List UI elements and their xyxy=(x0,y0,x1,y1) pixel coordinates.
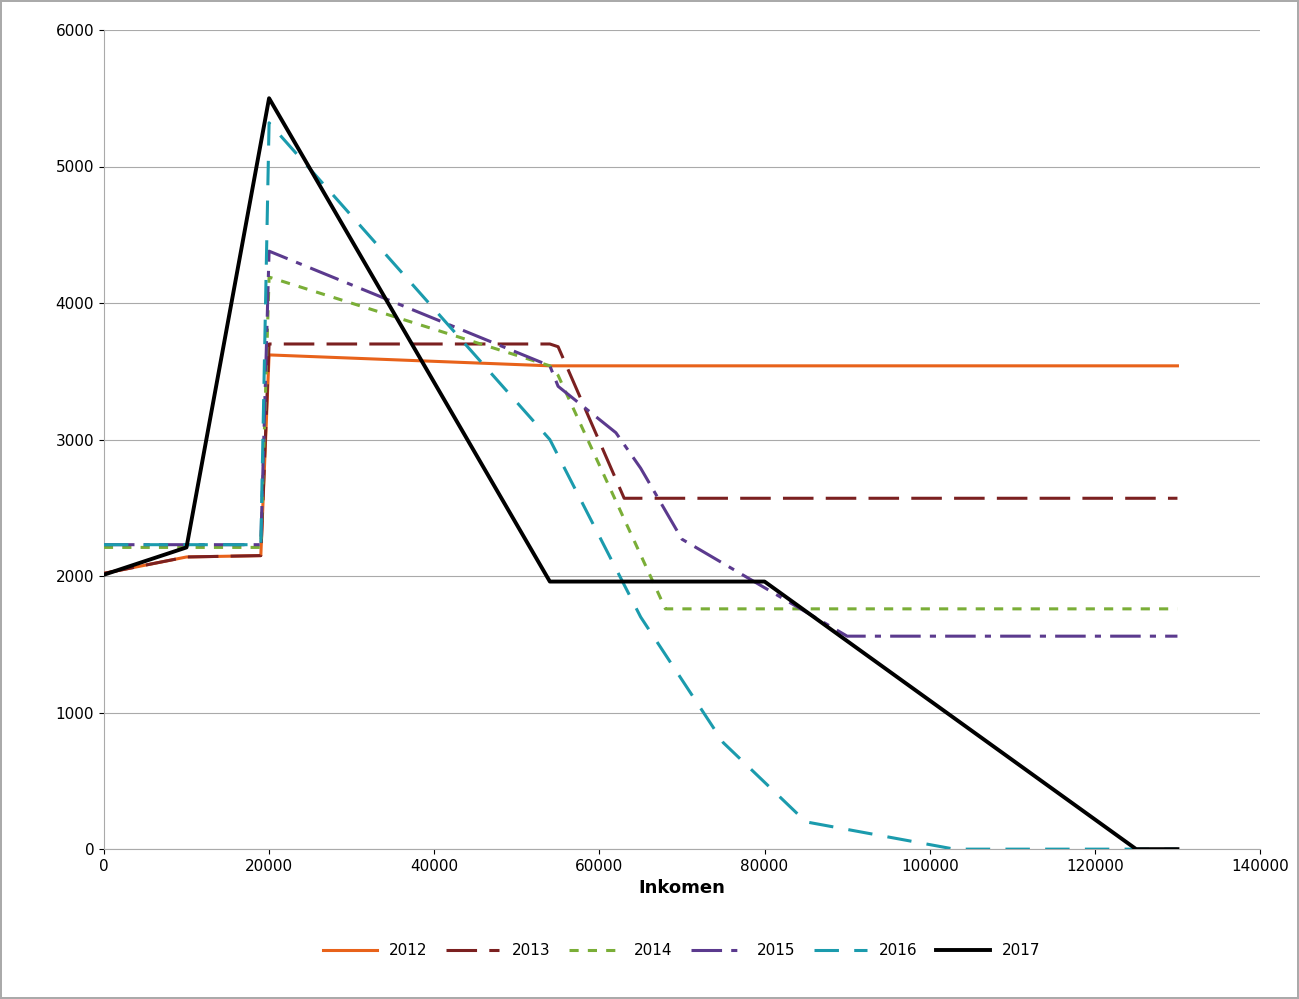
Legend: 2012, 2013, 2014, 2015, 2016, 2017: 2012, 2013, 2014, 2015, 2016, 2017 xyxy=(317,937,1047,964)
X-axis label: Inkomen: Inkomen xyxy=(639,879,725,897)
